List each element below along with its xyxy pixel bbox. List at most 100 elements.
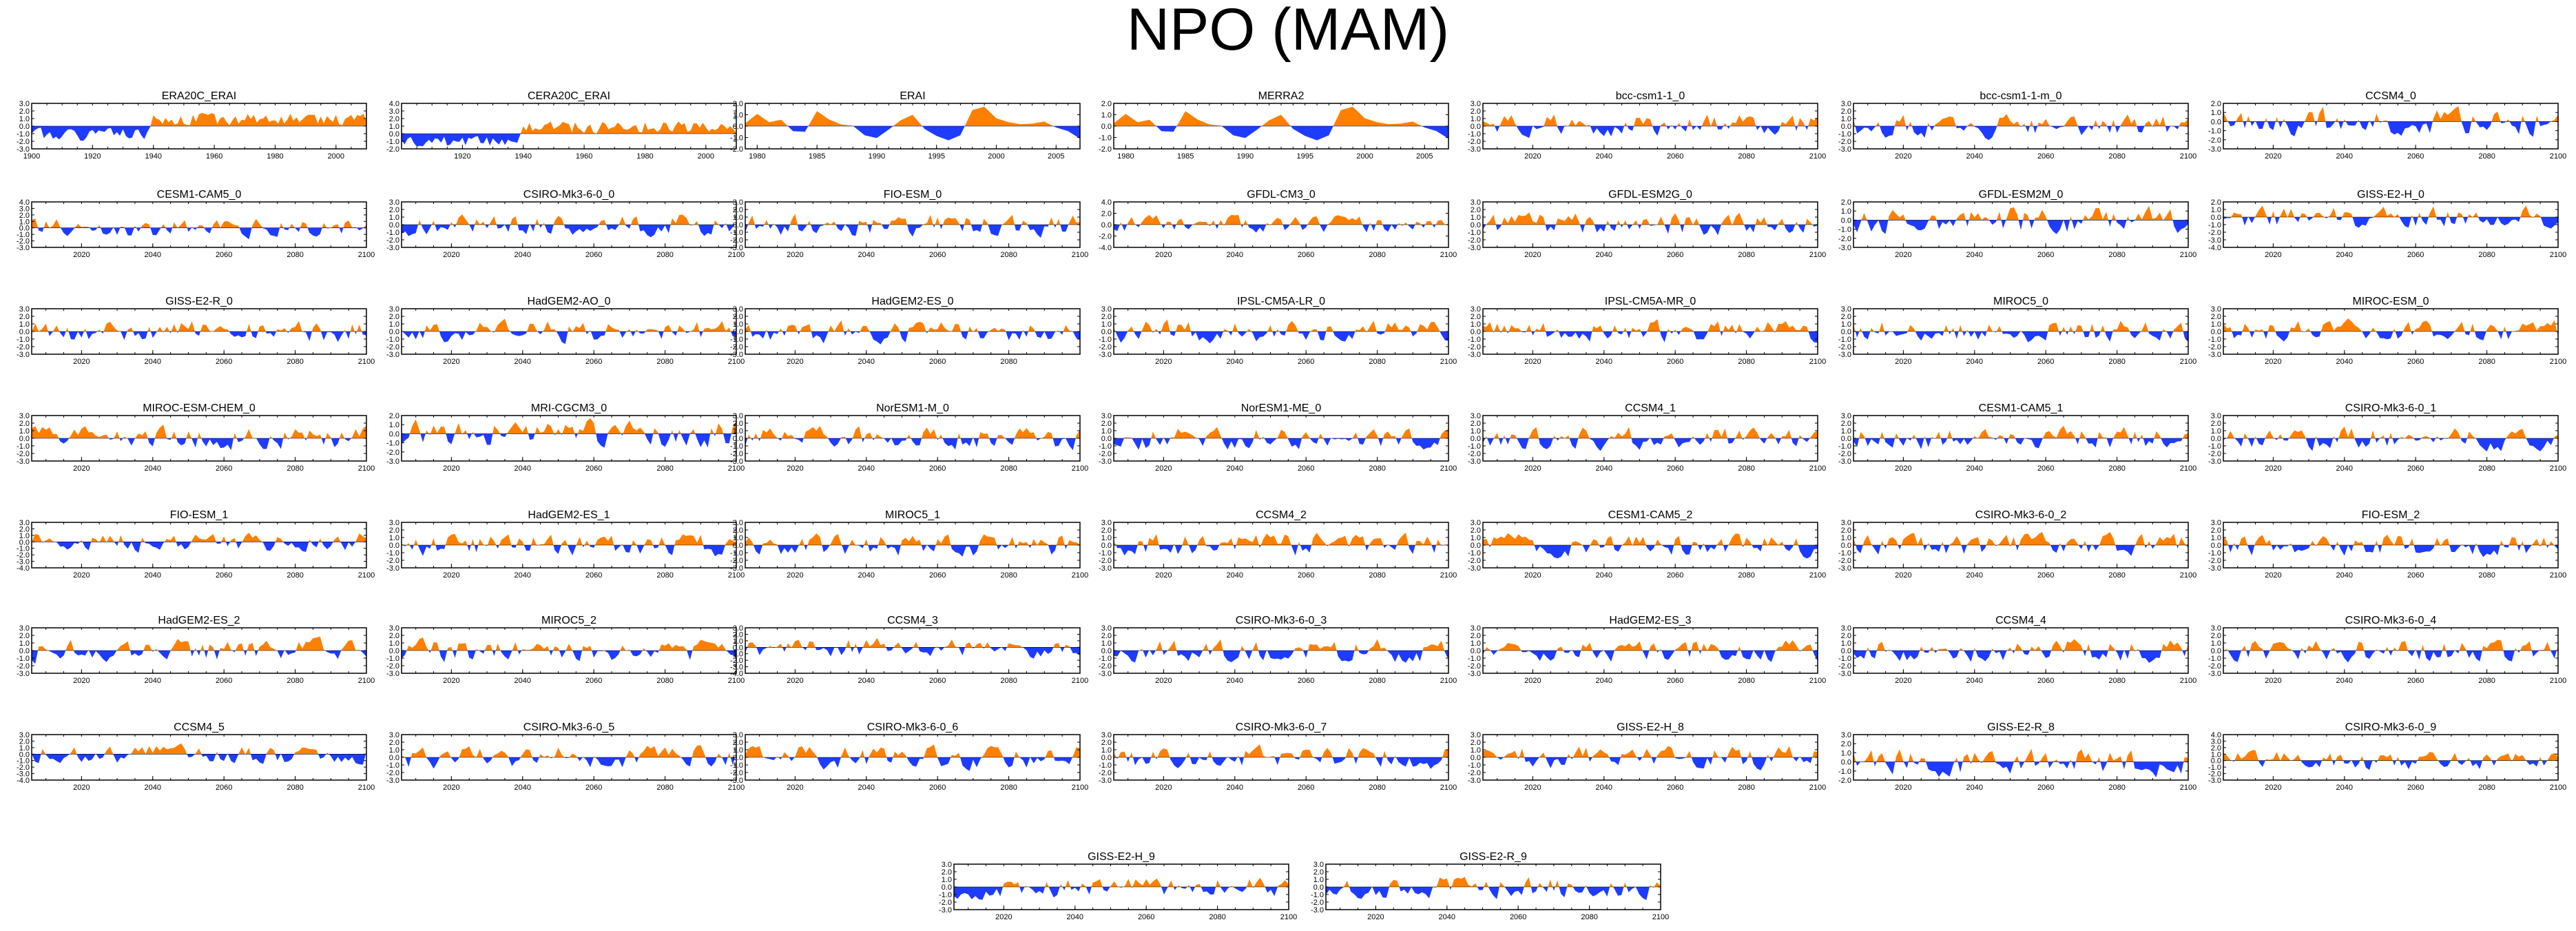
chart-title: GFDL-CM3_0 <box>1247 189 1316 201</box>
y-tick-label: 1.0 <box>19 640 30 648</box>
y-tick-label: -1.0 <box>1838 130 1851 139</box>
x-tick-label: 2020 <box>787 251 803 259</box>
positive-area <box>745 426 1080 438</box>
x-tick-label: 2100 <box>1440 784 1457 792</box>
positive-area <box>2223 640 2558 651</box>
y-tick-label: -2.0 <box>17 551 30 560</box>
x-tick-label: 2060 <box>929 784 946 792</box>
chart-panel: MIROC5_0 3.0 2.0 1.0 0.0 -1.0 -2.0 -3.0 2020 2040… <box>1822 292 2196 366</box>
y-tick-label: 2.0 <box>389 115 399 123</box>
x-tick-label: 2040 <box>1966 152 1983 161</box>
chart-title: FIO-ESM_2 <box>2362 509 2420 521</box>
y-tick-label: 2.0 <box>1471 420 1481 428</box>
y-tick-label: 1.0 <box>1101 746 1112 755</box>
x-tick-label: 2040 <box>145 358 161 366</box>
negative-area <box>2223 331 2558 342</box>
y-tick-label: 3.0 <box>1841 412 1851 420</box>
x-tick-label: 2080 <box>1581 913 1597 921</box>
x-tick-label: 2040 <box>1966 784 1983 792</box>
negative-area <box>954 887 1289 900</box>
chart-title: CCSM4_5 <box>174 722 225 733</box>
x-tick-label: 2080 <box>656 784 673 792</box>
y-tick-label: -3.0 <box>1838 670 1851 678</box>
x-tick-label: 2020 <box>73 784 90 792</box>
y-tick-label: 3.0 <box>733 305 743 314</box>
chart-svg: CCSM4_2 3.02.01.00.0-1.0-2.0-3.0 2020 2040 2… <box>1099 509 1457 580</box>
x-tick-label: 2100 <box>2180 464 2196 473</box>
y-tick-label: -2.0 <box>1099 145 1112 154</box>
x-tick-label: 2080 <box>287 358 303 366</box>
y-tick-label: 3.0 <box>1101 519 1112 527</box>
y-tick-label: -2.0 <box>1468 138 1481 146</box>
chart-panel: ERAI 2.0 1.0 0.0 -1.0 -2.0 1980 1985 1990 1995 200… <box>714 87 1081 161</box>
x-tick-label: 2100 <box>2180 251 2196 259</box>
x-tick-label: 2100 <box>2550 152 2566 161</box>
x-tick-label: 2100 <box>1072 251 1088 259</box>
y-tick-label: 2.0 <box>1101 632 1112 640</box>
x-tick-label: 2060 <box>585 464 602 473</box>
x-tick-label: 2100 <box>1809 464 1826 473</box>
y-tick-label: 1.0 <box>1471 746 1481 755</box>
negative-area <box>1853 438 2188 449</box>
y-tick-label: 3.0 <box>19 305 30 314</box>
y-tick-label: -2.0 <box>1468 236 1481 245</box>
x-tick-label: 2020 <box>443 677 459 685</box>
negative-area <box>1114 545 1448 555</box>
x-tick-label: 2060 <box>585 358 602 366</box>
x-tick-label: 2100 <box>2550 784 2566 792</box>
chart-svg: FIO-ESM_1 3.02.01.00.0-1.0-2.0-3.0-4.0 202… <box>17 509 375 580</box>
y-tick-label: 2.0 <box>389 526 399 535</box>
y-tick-label: -3.0 <box>730 777 743 785</box>
y-tick-label: 0.0 <box>1841 216 1851 225</box>
y-tick-label: 1.0 <box>1841 534 1851 542</box>
positive-area <box>2223 750 2558 761</box>
chart-svg: CERA20C_ERAI 4.03.02.01.00.0-1.0-2.0 1920 1… <box>386 90 737 161</box>
y-tick-label: 3.0 <box>733 198 743 207</box>
y-tick-label: -2.0 <box>1838 138 1851 146</box>
y-tick-label: -2.0 <box>2208 557 2221 565</box>
y-tick-label: -2.0 <box>386 662 399 671</box>
x-tick-label: 2040 <box>145 571 161 580</box>
chart-title: CCSM4_1 <box>1625 402 1676 414</box>
chart-svg: GISS-E2-R_0 3.02.01.00.0-1.0-2.0-3.0 2020 2… <box>17 296 375 366</box>
negative-area <box>1483 438 1818 451</box>
positive-area <box>745 106 1080 126</box>
chart-panel: CSIRO-Mk3-6-0_1 3.0 2.0 1.0 0.0 -1.0 -2.0 -3.0 2… <box>2192 399 2566 473</box>
y-tick-label: -3.0 <box>386 777 399 785</box>
x-tick-label: 2100 <box>358 571 375 580</box>
x-tick-label: 1995 <box>1296 152 1313 161</box>
positive-area <box>1114 319 1448 331</box>
x-tick-label: 2060 <box>216 358 232 366</box>
x-tick-label: 2100 <box>2180 152 2196 161</box>
y-tick-label: 2.0 <box>1101 100 1112 108</box>
y-tick-label: -1.0 <box>1838 768 1851 776</box>
chart-panel: NorESM1-M_0 3.0 2.0 1.0 0.0 -1.0 -2.0 -3.0 2020 2… <box>714 399 1088 473</box>
negative-area <box>1853 545 2188 556</box>
y-tick-label: 1.0 <box>19 532 30 540</box>
chart-svg: HadGEM2-ES_0 3.02.01.00.0-1.0-2.0-3.0 2020… <box>730 296 1081 366</box>
positive-area <box>1861 205 2173 221</box>
x-tick-label: 2080 <box>287 571 303 580</box>
x-tick-label: 2080 <box>1738 464 1754 473</box>
chart-title: CSIRO-Mk3-6-0_7 <box>1236 722 1327 733</box>
y-tick-label: 2.0 <box>2211 198 2221 207</box>
x-tick-label: 2020 <box>2265 152 2281 161</box>
y-tick-label: -3.0 <box>1468 777 1481 785</box>
x-tick-label: 2080 <box>1369 571 1385 580</box>
chart-title: CSIRO-Mk3-6-0_5 <box>523 722 615 733</box>
y-tick-label: 1.0 <box>1471 320 1481 329</box>
y-tick-label: 1.0 <box>2211 427 2221 436</box>
y-tick-label: -1.0 <box>17 130 30 139</box>
positive-area <box>32 636 366 651</box>
x-tick-label: 2040 <box>858 677 875 685</box>
positive-area <box>954 877 1289 887</box>
x-tick-label: 2100 <box>728 571 745 580</box>
negative-area <box>32 227 366 240</box>
chart-svg: NorESM1-ME_0 3.02.01.00.0-1.0-2.0-3.0 2020… <box>1099 402 1457 473</box>
y-tick-label: -1.0 <box>386 761 399 770</box>
chart-svg: GFDL-ESM2G_0 3.02.01.00.0-1.0-2.0-3.0 2020… <box>1468 189 1826 259</box>
chart-title: CESM1-CAM5_0 <box>157 189 242 201</box>
chart-svg: CSIRO-Mk3-6-0_63.02.01.00.0-1.0-2.0-3.02… <box>730 722 1088 792</box>
x-tick-label: 1980 <box>749 152 765 161</box>
